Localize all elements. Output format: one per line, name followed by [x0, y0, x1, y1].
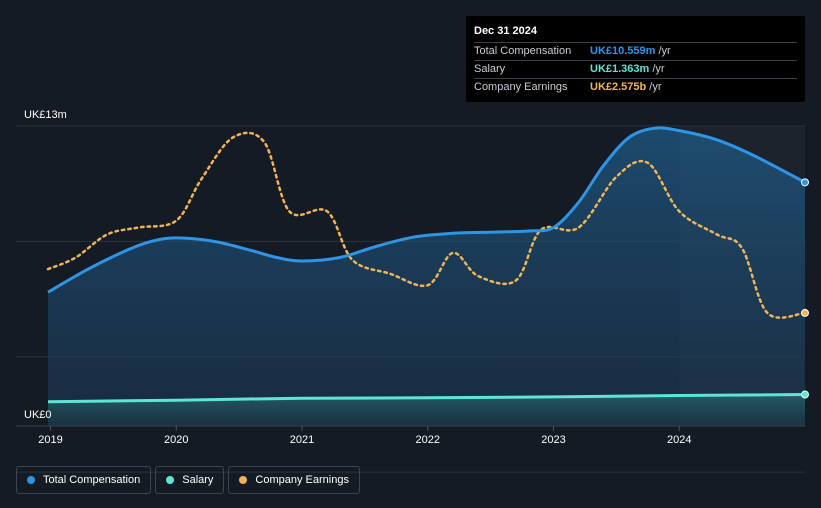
legend-label: Salary	[182, 474, 214, 486]
total-compensation-end-marker	[801, 178, 809, 187]
y-axis-bottom-label: UK£0	[24, 409, 52, 421]
tooltip-unit: /yr	[652, 63, 665, 75]
x-tick-label: 2020	[164, 434, 188, 446]
salary-area	[48, 394, 805, 426]
tooltip: Dec 31 2024 Total Compensation UK£10.559…	[466, 16, 805, 102]
tooltip-unit: /yr	[649, 81, 662, 93]
tooltip-value: UK£1.363m	[590, 63, 650, 75]
y-axis-top-label: UK£13m	[24, 109, 67, 121]
legend-label: Company Earnings	[255, 474, 349, 486]
company-earnings-end-marker	[801, 308, 809, 317]
company-earnings-line	[46, 131, 807, 319]
legend: Total Compensation Salary Company Earnin…	[16, 466, 364, 494]
salary-end-marker	[801, 390, 809, 399]
legend-item-total-compensation[interactable]: Total Compensation	[16, 466, 152, 494]
tooltip-value: UK£10.559m	[590, 45, 656, 57]
tooltip-label: Salary	[474, 63, 506, 75]
total-compensation-line	[47, 126, 806, 294]
legend-dot-icon	[27, 476, 35, 484]
total-compensation-area	[48, 127, 805, 427]
tooltip-row-total-compensation: Total Compensation UK£10.559m /yr	[474, 42, 797, 60]
x-tick-label: 2021	[290, 434, 314, 446]
legend-dot-icon	[239, 476, 248, 484]
x-tick-label: 2024	[667, 434, 691, 446]
tooltip-value: UK£2.575b	[590, 81, 647, 93]
legend-dot-icon	[166, 476, 175, 484]
tooltip-label: Company Earnings	[474, 81, 568, 93]
x-tick-label: 2022	[416, 434, 440, 446]
tooltip-label: Total Compensation	[474, 45, 572, 57]
legend-label: Total Compensation	[43, 474, 141, 486]
salary-line	[47, 393, 806, 404]
tooltip-date: Dec 31 2024	[474, 25, 537, 37]
tooltip-unit: /yr	[658, 45, 671, 57]
tooltip-row-company-earnings: Company Earnings UK£2.575b /yr	[474, 78, 797, 96]
x-tick-label: 2019	[38, 434, 62, 446]
legend-item-salary[interactable]: Salary	[155, 466, 225, 494]
x-tick-label: 2023	[541, 434, 565, 446]
legend-item-company-earnings[interactable]: Company Earnings	[228, 466, 360, 494]
tooltip-row-salary: Salary UK£1.363m /yr	[474, 60, 797, 78]
